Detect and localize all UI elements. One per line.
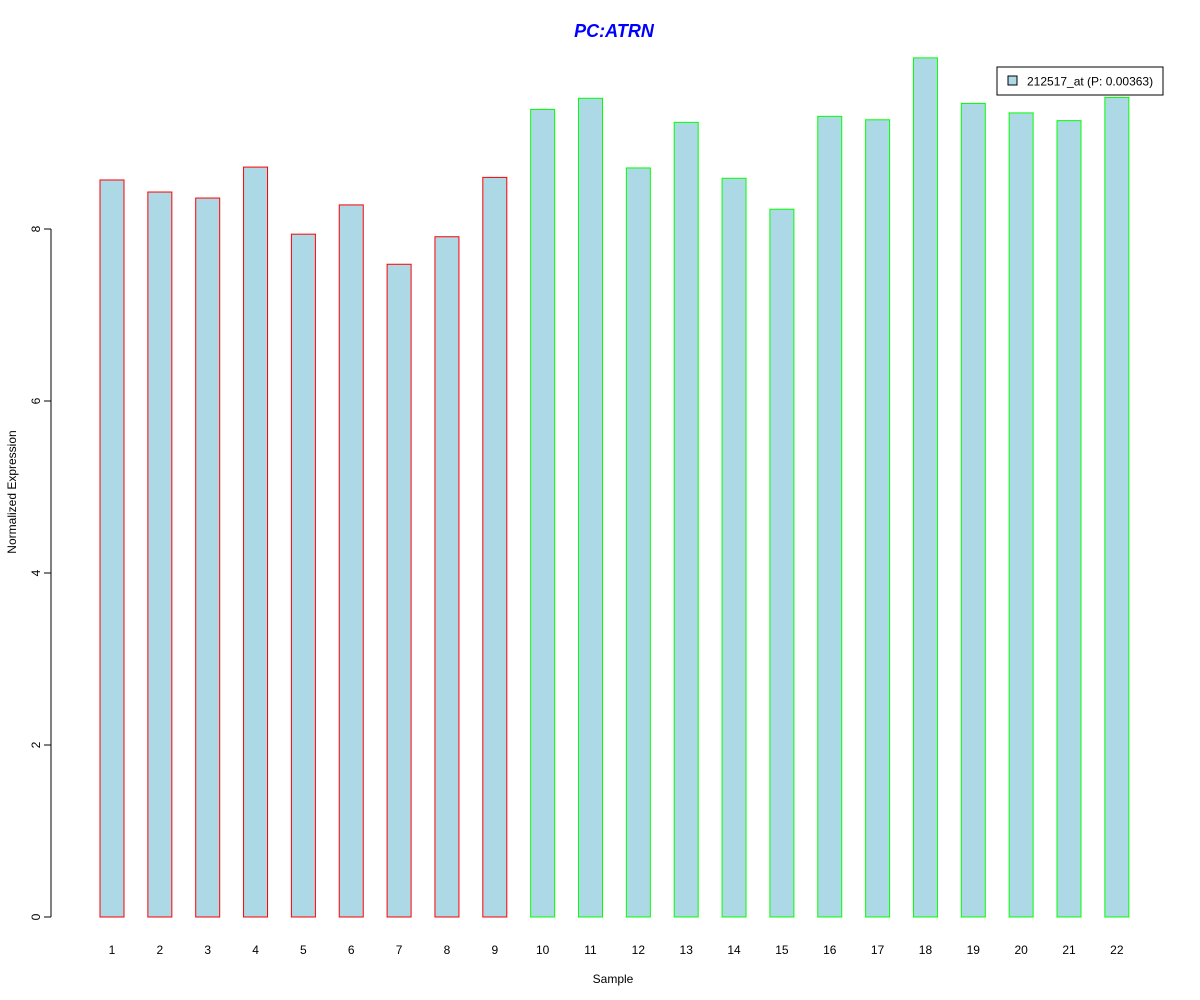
bar-sample-10 <box>530 108 556 918</box>
bar-sample-4 <box>243 166 269 918</box>
bar-sample-22 <box>1104 96 1130 918</box>
bar-sample-17 <box>865 119 891 918</box>
bars-group <box>99 57 1130 918</box>
x-tick-label: 14 <box>727 943 741 957</box>
bar-sample-1 <box>99 179 125 918</box>
x-tick-label: 12 <box>632 943 646 957</box>
bar-sample-16 <box>817 115 843 918</box>
x-tick-label: 9 <box>491 943 498 957</box>
y-tick-label: 8 <box>29 225 43 232</box>
y-tick-label: 0 <box>29 913 43 920</box>
bar-sample-8 <box>434 236 460 918</box>
x-tick-label: 21 <box>1062 943 1076 957</box>
x-axis-title: Sample <box>593 972 634 986</box>
x-tick-label: 19 <box>967 943 981 957</box>
bar-sample-13 <box>673 121 699 918</box>
x-tick-label: 20 <box>1014 943 1028 957</box>
bar-sample-7 <box>386 263 412 918</box>
bar-sample-20 <box>1008 112 1034 918</box>
bar-sample-14 <box>721 177 747 918</box>
x-tick-label: 3 <box>204 943 211 957</box>
x-tick-label: 15 <box>775 943 789 957</box>
bar-sample-18 <box>912 57 938 918</box>
y-tick-label: 6 <box>29 397 43 404</box>
bar-sample-6 <box>338 204 364 918</box>
chart-title: PC:ATRN <box>574 21 655 41</box>
x-tick-label: 8 <box>444 943 451 957</box>
x-tick-label: 11 <box>584 943 597 957</box>
bar-sample-9 <box>482 176 508 918</box>
x-tick-label: 10 <box>536 943 550 957</box>
x-tick-label: 1 <box>109 943 116 957</box>
x-tick-label: 17 <box>871 943 885 957</box>
x-tick-label: 2 <box>157 943 164 957</box>
y-tick-label: 2 <box>29 741 43 748</box>
x-tick-label: 7 <box>396 943 403 957</box>
x-tick-label: 4 <box>252 943 259 957</box>
x-tick-label: 22 <box>1110 943 1124 957</box>
x-tick-label: 16 <box>823 943 837 957</box>
bar-sample-15 <box>769 208 795 918</box>
bar-sample-19 <box>960 102 986 918</box>
y-axis: 0 2 4 6 8 <box>29 225 52 920</box>
y-tick-label: 4 <box>29 569 43 576</box>
legend: 212517_at (P: 0.00363) <box>996 66 1164 96</box>
legend-swatch <box>1007 75 1018 86</box>
x-tick-label: 5 <box>300 943 307 957</box>
y-axis-title: Normalized Expression <box>5 430 19 553</box>
bar-sample-11 <box>578 97 603 918</box>
x-tick-label: 6 <box>348 943 355 957</box>
legend-box <box>996 66 1164 96</box>
x-tick-label: 13 <box>680 943 694 957</box>
legend-label: 212517_at (P: 0.00363) <box>1027 75 1153 89</box>
bar-sample-21 <box>1056 120 1082 918</box>
bar-sample-2 <box>147 191 173 918</box>
x-tick-labels: 1 2 3 4 5 6 7 8 9 10 11 12 13 14 15 16 17 18 19 20 21 22 <box>109 943 1124 957</box>
bar-sample-3 <box>195 197 221 918</box>
x-tick-label: 18 <box>919 943 933 957</box>
bar-sample-12 <box>625 167 651 918</box>
bar-sample-5 <box>290 233 316 918</box>
